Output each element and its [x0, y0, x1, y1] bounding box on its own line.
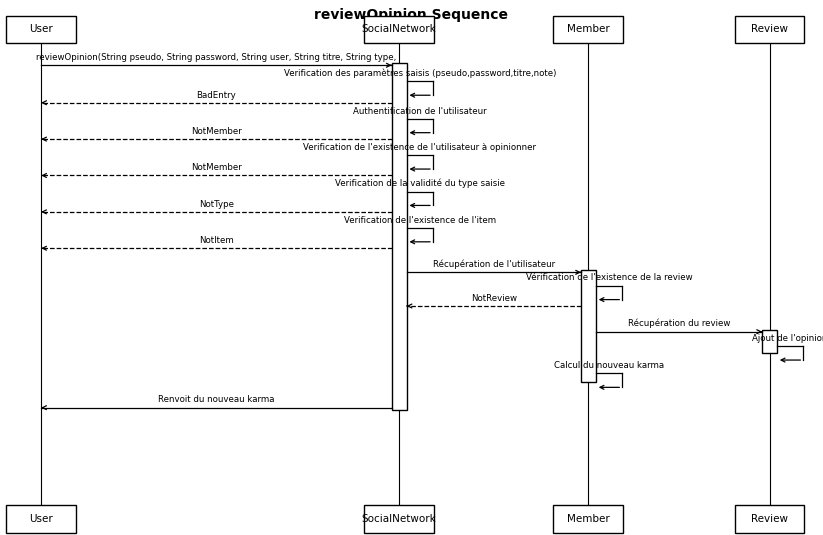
- Text: NotItem: NotItem: [199, 236, 234, 245]
- Text: Review: Review: [751, 514, 788, 524]
- Text: reviewOpinion(String pseudo, String password, String user, String titre, String : reviewOpinion(String pseudo, String pass…: [36, 53, 397, 62]
- Text: Récupération du review: Récupération du review: [628, 319, 730, 328]
- Text: Vérification de l'existence de la review: Vérification de l'existence de la review: [526, 273, 692, 282]
- Bar: [553, 505, 623, 533]
- Text: BadEntry: BadEntry: [197, 90, 236, 100]
- Text: Member: Member: [567, 25, 610, 34]
- Text: NotReview: NotReview: [471, 294, 517, 303]
- Text: NotMember: NotMember: [191, 163, 242, 172]
- Bar: [734, 505, 804, 533]
- Bar: [762, 330, 777, 353]
- Text: SocialNetwork: SocialNetwork: [362, 514, 436, 524]
- Text: Verification de la validité du type saisie: Verification de la validité du type sais…: [335, 179, 504, 188]
- Bar: [364, 16, 435, 43]
- Text: NotMember: NotMember: [191, 127, 242, 136]
- Bar: [6, 505, 76, 533]
- Bar: [581, 270, 596, 382]
- Text: Member: Member: [567, 514, 610, 524]
- Text: SocialNetwork: SocialNetwork: [362, 25, 436, 34]
- Text: Récupération de l'utilisateur: Récupération de l'utilisateur: [433, 259, 555, 269]
- Bar: [364, 505, 435, 533]
- Text: User: User: [30, 25, 53, 34]
- Bar: [392, 63, 407, 410]
- Text: Renvoit du nouveau karma: Renvoit du nouveau karma: [158, 395, 275, 404]
- Text: User: User: [30, 514, 53, 524]
- Text: Verification de l'existence de l'item: Verification de l'existence de l'item: [344, 216, 495, 225]
- Text: Verification des paramètres saisis (pseudo,password,titre,note): Verification des paramètres saisis (pseu…: [284, 68, 556, 78]
- Bar: [734, 16, 804, 43]
- Text: Ajout de l'opinion: Ajout de l'opinion: [752, 334, 823, 343]
- Text: Calcul du nouveau karma: Calcul du nouveau karma: [554, 361, 664, 370]
- Text: Review: Review: [751, 25, 788, 34]
- Text: reviewOpinion Sequence: reviewOpinion Sequence: [314, 8, 509, 22]
- Text: NotType: NotType: [199, 200, 234, 209]
- Bar: [553, 16, 623, 43]
- Bar: [6, 16, 76, 43]
- Text: Verification de l'existence de l'utilisateur à opinionner: Verification de l'existence de l'utilisa…: [303, 143, 537, 152]
- Text: Authentification de l'utilisateur: Authentification de l'utilisateur: [353, 106, 486, 116]
